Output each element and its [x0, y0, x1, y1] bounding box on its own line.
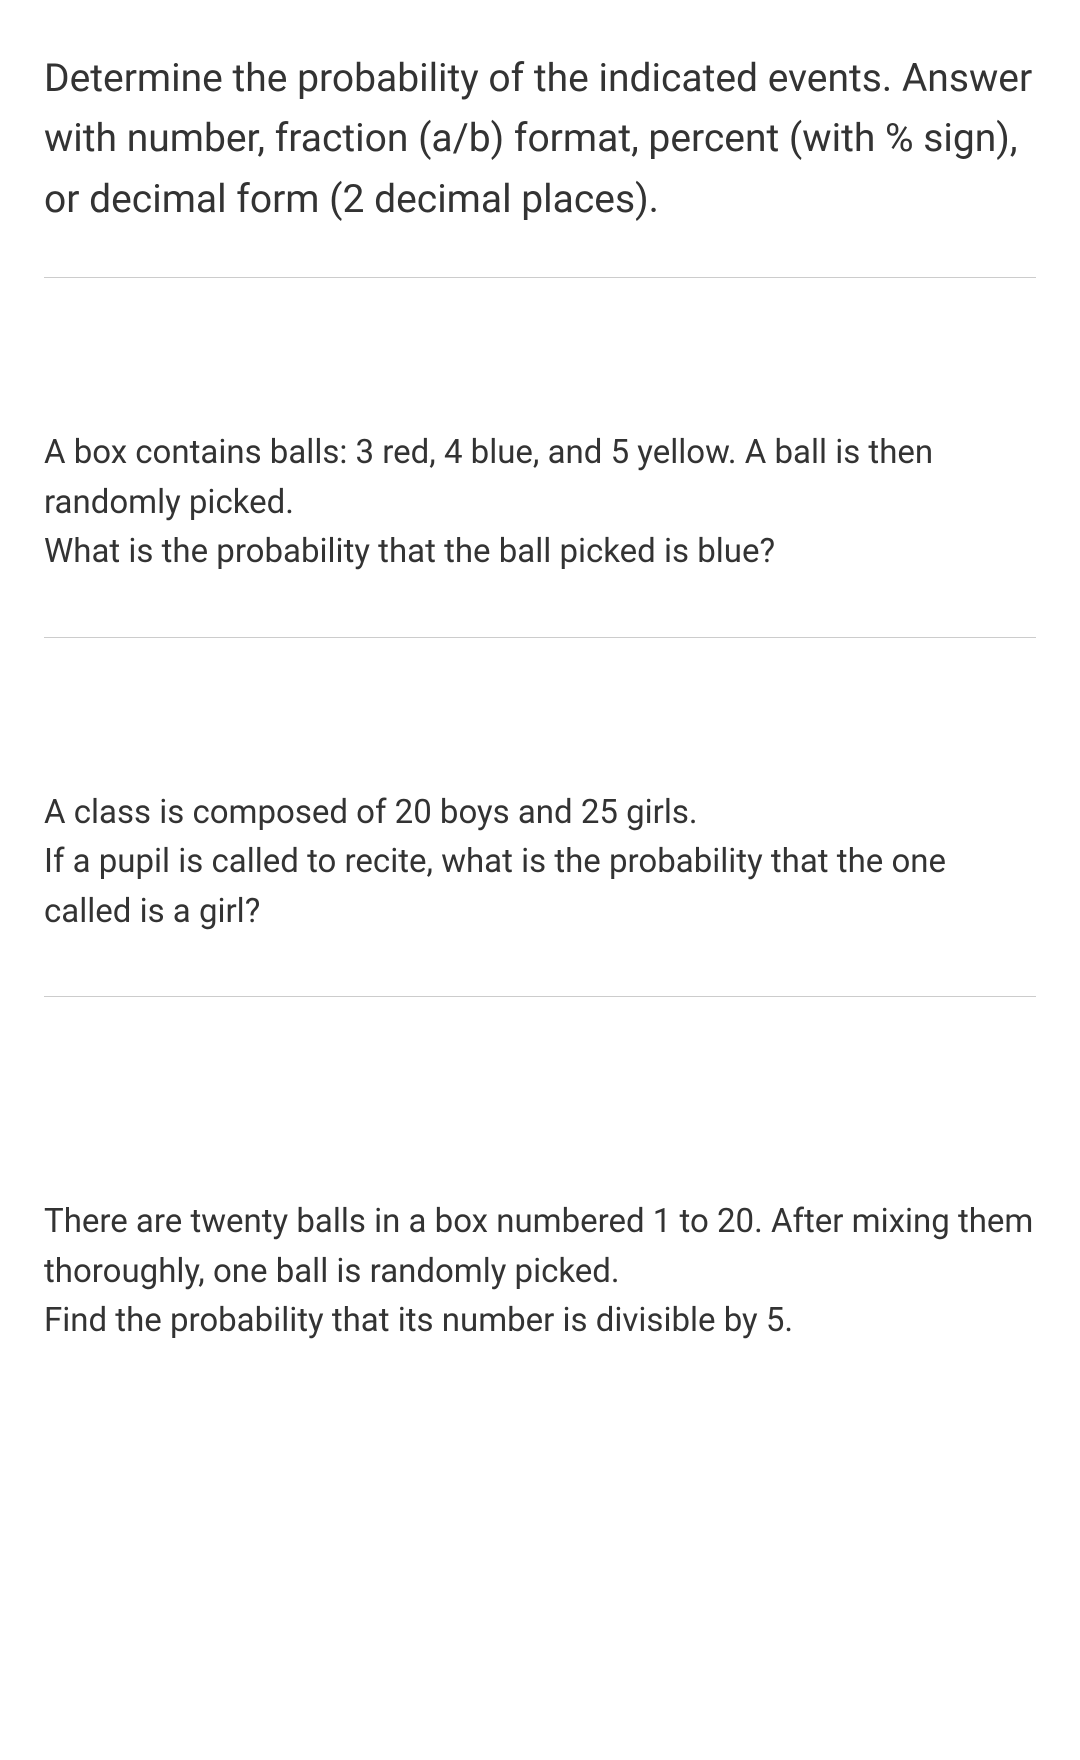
- question-block-1: A box contains balls: 3 red, 4 blue, and…: [44, 278, 1036, 637]
- question-block-2: A class is composed of 20 boys and 25 gi…: [44, 638, 1036, 997]
- question-ask: Find the probability that its number is …: [44, 1296, 1036, 1346]
- question-setup: A class is composed of 20 boys and 25 gi…: [44, 788, 1036, 838]
- question-ask: If a pupil is called to recite, what is …: [44, 837, 1036, 936]
- question-setup: A box contains balls: 3 red, 4 blue, and…: [44, 428, 1036, 527]
- instructions-text: Determine the probability of the indicat…: [44, 48, 1036, 229]
- question-setup: There are twenty balls in a box numbered…: [44, 1197, 1036, 1296]
- question-block-3: There are twenty balls in a box numbered…: [44, 997, 1036, 1366]
- question-ask: What is the probability that the ball pi…: [44, 527, 1036, 577]
